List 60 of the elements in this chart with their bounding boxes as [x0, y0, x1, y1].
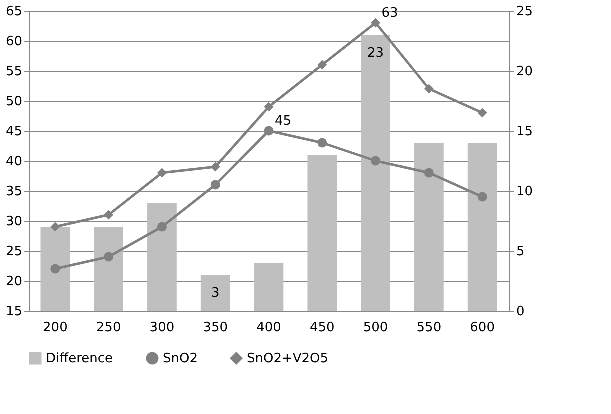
x-tick-label: 600 [470, 320, 495, 336]
bar [308, 155, 338, 311]
y-tick-label: 20 [6, 274, 22, 290]
point [157, 222, 167, 232]
y-tick-label: 25 [6, 244, 22, 260]
x-tick-label: 500 [363, 320, 388, 336]
bar [361, 35, 390, 311]
data-label: 63 [382, 6, 398, 21]
bar [468, 143, 498, 311]
bar [254, 263, 284, 311]
legend-label: Difference [46, 352, 114, 367]
x-tick-label: 350 [203, 320, 228, 336]
bar [94, 227, 124, 311]
data-label: 45 [275, 114, 292, 129]
y-tick-label: 55 [6, 64, 22, 80]
y-tick-label: 50 [6, 94, 22, 110]
y-tick-label: 45 [6, 124, 22, 140]
x-tick-label: 450 [310, 320, 335, 336]
point [50, 264, 60, 274]
y2-tick-label: 0 [516, 304, 525, 320]
legend-label: SnO2 [163, 352, 198, 367]
x-tick-label: 200 [43, 320, 68, 336]
y2-tick-label: 25 [516, 4, 534, 20]
point [424, 168, 434, 178]
bar [200, 275, 230, 311]
legend-label: SnO2+V2O5 [247, 352, 329, 367]
point [210, 180, 220, 190]
point [371, 156, 381, 166]
bar [148, 203, 177, 311]
point [371, 18, 381, 28]
point [424, 84, 434, 94]
bar [40, 227, 70, 311]
point [264, 126, 274, 136]
y2-tick-label: 10 [516, 184, 534, 200]
y-tick-label: 40 [6, 154, 22, 170]
y-tick-label: 60 [6, 34, 22, 50]
point [50, 222, 60, 232]
y-tick-label: 30 [6, 214, 22, 230]
point [264, 102, 274, 112]
point [210, 162, 220, 172]
point [478, 192, 488, 202]
y-tick-label: 15 [6, 304, 22, 320]
bar [414, 143, 444, 311]
y-tick-label: 65 [6, 4, 22, 20]
point [104, 210, 114, 220]
x-tick-label: 300 [150, 320, 175, 336]
point [318, 138, 328, 148]
point [157, 168, 167, 178]
point [104, 252, 114, 262]
y2-tick-label: 5 [516, 244, 525, 260]
y-tick-label: 35 [6, 184, 22, 200]
x-tick-label: 400 [256, 320, 282, 336]
data-label: 3 [211, 286, 220, 301]
x-tick-label: 550 [416, 320, 442, 336]
y2-tick-label: 20 [516, 64, 534, 80]
data-label: 23 [368, 46, 384, 61]
point [318, 60, 328, 70]
x-tick-label: 250 [96, 320, 122, 336]
y2-tick-label: 15 [516, 124, 534, 140]
point [478, 108, 488, 118]
